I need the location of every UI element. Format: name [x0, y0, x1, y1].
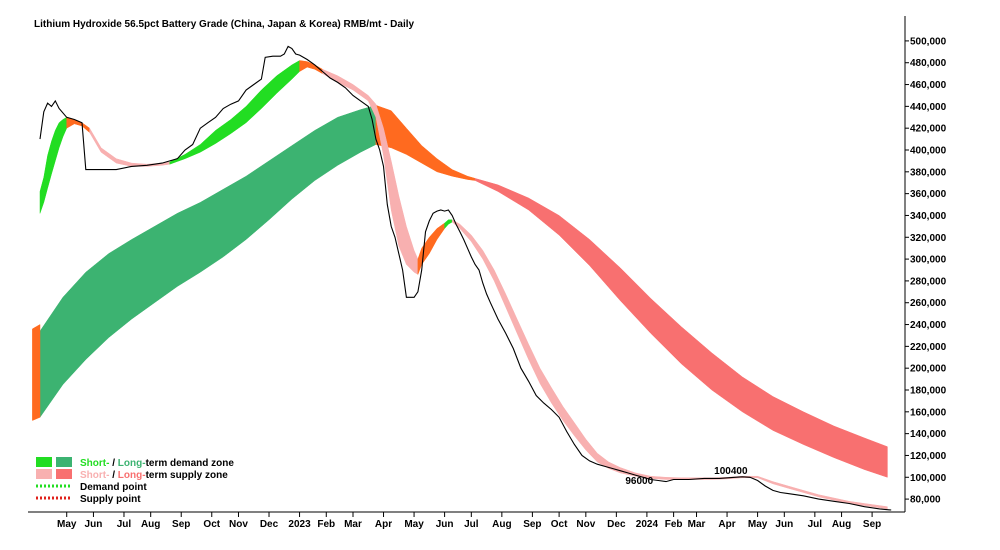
x-tick-label: Nov [576, 519, 595, 530]
y-axis: 80,000 100,000 120,000 140,000 160,000 180,00… [904, 16, 947, 512]
y-tick-label: 500,000 [910, 36, 947, 47]
legend-label-part: Short- [80, 458, 109, 469]
x-tick-label: Jun [436, 519, 454, 530]
y-tick-label: 140,000 [910, 429, 947, 440]
legend-label: Demand point [80, 482, 147, 493]
x-tick-label: May [404, 519, 424, 530]
legend-swatch-short [36, 469, 52, 479]
annotation-label: 100400 [714, 466, 748, 477]
y-tick-label: 160,000 [910, 407, 947, 418]
annotations: 96000 100400 [625, 466, 748, 487]
y-tick-label: 280,000 [910, 276, 947, 287]
x-tick-label: Aug [832, 519, 851, 530]
band-12 [444, 219, 453, 230]
legend-label-part: / [109, 470, 117, 481]
x-tick-label: Oct [551, 519, 568, 530]
y-tick-label: 200,000 [910, 364, 947, 375]
x-tick-label: 2024 [636, 519, 659, 530]
zone-bands [32, 60, 888, 510]
y-tick-label: 400,000 [910, 146, 947, 157]
x-tick-label: Aug [492, 519, 511, 530]
y-tick-label: 80,000 [910, 495, 941, 506]
x-tick-label: Aug [141, 519, 160, 530]
legend-label-part: Demand point [80, 482, 147, 493]
band-8 [169, 60, 300, 165]
band-6 [66, 116, 90, 134]
legend-label-part: Long- [118, 470, 146, 481]
legend-label: Supply point [80, 494, 141, 505]
y-tick-label: 220,000 [910, 342, 947, 353]
band-4 [474, 178, 888, 478]
x-tick-label: Sep [863, 519, 881, 530]
x-tick-label: Apr [375, 519, 392, 530]
x-tick-label: Mar [344, 519, 362, 530]
legend-label-part: term demand zone [146, 458, 235, 469]
band-1 [39, 104, 377, 419]
x-tick-label: May [57, 519, 77, 530]
x-tick-label: May [748, 519, 768, 530]
x-tick-label: Apr [718, 519, 735, 530]
x-tick-label: Dec [607, 519, 626, 530]
x-tick-label: Dec [260, 519, 279, 530]
price-line-group [39, 45, 892, 511]
band-7 [89, 127, 171, 167]
legend-label-part: Supply point [80, 494, 141, 505]
x-tick-label: Sep [523, 519, 541, 530]
y-tick-label: 240,000 [910, 320, 947, 331]
x-tick-label: Mar [688, 519, 706, 530]
legend-swatch-long [56, 469, 72, 479]
x-tick-label: Jun [775, 519, 793, 530]
price-line [39, 45, 892, 511]
band-13 [451, 219, 888, 510]
x-axis: May Jun Jul Aug Sep Oct Nov Dec 2023 Feb Mar Apr May… [28, 511, 905, 530]
y-tick-label: 440,000 [910, 102, 947, 113]
y-tick-label: 180,000 [910, 386, 947, 397]
band-10 [322, 68, 419, 275]
y-tick-label: 360,000 [910, 189, 947, 200]
x-tick-label: 2023 [288, 519, 311, 530]
y-tick-label: 340,000 [910, 211, 947, 222]
x-tick-label: Jun [85, 519, 103, 530]
chart-title: Lithium Hydroxide 56.5pct Battery Grade … [34, 19, 415, 30]
legend-swatch-short [36, 457, 52, 467]
legend-label: Short- / Long-term demand zone [80, 458, 234, 469]
x-tick-label: Jul [808, 519, 823, 530]
legend-label-part: Short- [80, 470, 109, 481]
annotation-label: 96000 [625, 476, 653, 487]
x-tick-label: Sep [172, 519, 190, 530]
y-tick-label: 300,000 [910, 255, 947, 266]
y-tick-label: 380,000 [910, 167, 947, 178]
y-tick-label: 320,000 [910, 233, 947, 244]
band-5 [39, 116, 67, 214]
legend-swatch-long [56, 457, 72, 467]
legend-label-part: / [109, 458, 117, 469]
x-tick-label: Jul [117, 519, 132, 530]
band-2 [32, 324, 41, 421]
x-tick-label: Feb [665, 519, 683, 530]
y-tick-label: 420,000 [910, 124, 947, 135]
y-tick-label: 120,000 [910, 451, 947, 462]
x-tick-label: Feb [317, 519, 335, 530]
legend-label-part: Long- [118, 458, 146, 469]
y-tick-label: 480,000 [910, 58, 947, 69]
y-tick-label: 260,000 [910, 298, 947, 309]
y-tick-label: 100,000 [910, 473, 947, 484]
x-tick-label: Jul [464, 519, 479, 530]
x-tick-label: Nov [229, 519, 248, 530]
y-tick-label: 460,000 [910, 80, 947, 91]
legend-label-part: term supply zone [146, 470, 229, 481]
legend-label: Short- / Long-term supply zone [80, 470, 228, 481]
x-tick-label: Oct [203, 519, 220, 530]
